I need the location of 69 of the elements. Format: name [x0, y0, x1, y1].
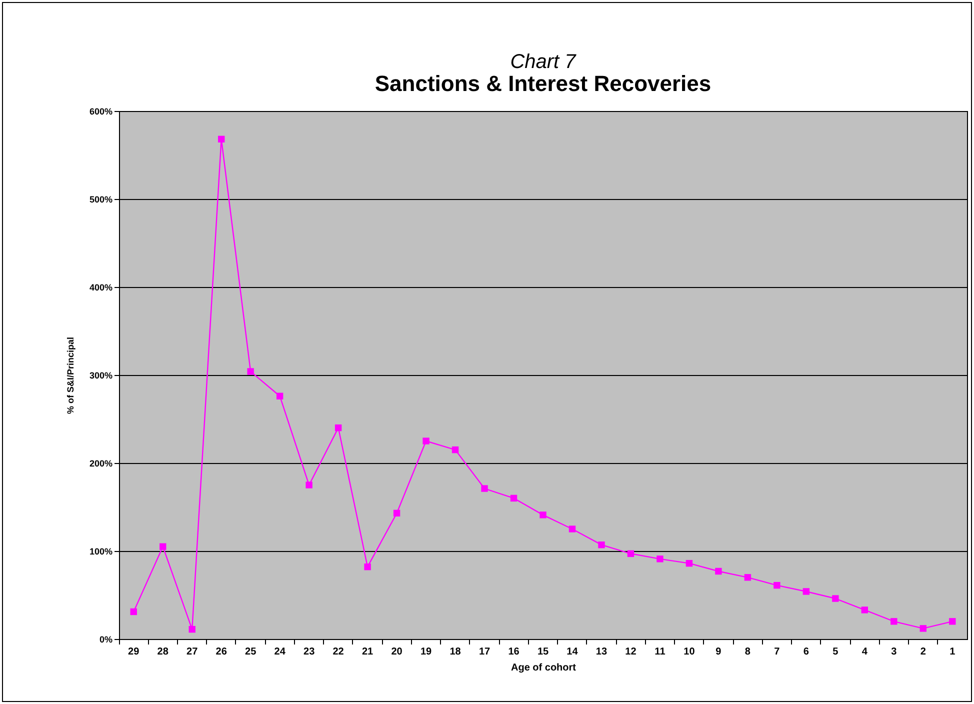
- y-tick-label: 400%: [89, 282, 112, 292]
- point: [160, 543, 166, 550]
- x-tick-label: 28: [157, 646, 169, 658]
- point: [393, 510, 400, 517]
- point: [920, 625, 926, 632]
- point: [306, 482, 312, 488]
- point: [598, 541, 605, 548]
- x-tick-label: 19: [420, 646, 432, 658]
- x-tick-label: 27: [186, 646, 198, 658]
- point: [949, 618, 956, 625]
- point: [481, 485, 488, 492]
- x-tick-label: 6: [803, 646, 810, 658]
- x-tick-label: 15: [537, 646, 549, 658]
- x-tick-label: 18: [450, 646, 462, 658]
- chart-subtitle: Sanctions & Interest Recoveries: [374, 71, 712, 96]
- x-tick-label: 11: [654, 646, 666, 658]
- y-tick-label: 600%: [89, 106, 112, 116]
- chart-title: Chart 7: [510, 51, 577, 73]
- x-tick-label: 23: [304, 646, 316, 658]
- y-tick-label: 200%: [89, 458, 112, 468]
- x-tick-label: 4: [862, 646, 868, 658]
- point: [510, 494, 518, 502]
- point: [364, 563, 371, 570]
- x-tick-label: 1: [950, 646, 956, 658]
- point: [686, 560, 693, 567]
- point: [861, 606, 868, 614]
- x-tick-label: 12: [625, 646, 637, 658]
- x-tick-label: 29: [128, 646, 140, 658]
- x-tick-label: 21: [362, 646, 374, 658]
- point: [540, 512, 546, 518]
- point: [744, 574, 752, 581]
- point: [334, 424, 342, 432]
- point: [715, 568, 722, 575]
- point: [422, 438, 430, 444]
- x-tick-label: 17: [478, 646, 491, 658]
- x-tick-label: 25: [245, 646, 257, 658]
- x-tick-label: 3: [891, 646, 898, 658]
- x-tick-label: 9: [716, 646, 722, 658]
- y-tick-label: 100%: [89, 546, 112, 556]
- y-tick-label: 500%: [89, 194, 112, 204]
- x-tick-label: 14: [566, 646, 578, 658]
- point: [568, 526, 576, 532]
- point: [276, 392, 284, 400]
- x-tick-label: 13: [596, 646, 608, 658]
- x-tick-label: 16: [508, 646, 520, 658]
- x-tick-label: 24: [274, 646, 286, 658]
- x-tick-label: 22: [332, 646, 344, 658]
- point: [802, 588, 810, 595]
- point: [832, 595, 839, 602]
- point: [130, 608, 137, 616]
- x-tick-label: 7: [774, 646, 780, 658]
- x-axis-title: Age of cohort: [511, 662, 577, 674]
- y-tick-label: 0%: [99, 634, 112, 644]
- point: [774, 582, 780, 589]
- point: [452, 446, 459, 454]
- point: [890, 618, 898, 625]
- point: [656, 556, 664, 562]
- point: [247, 368, 254, 375]
- point: [627, 550, 634, 557]
- x-tick-label: 10: [684, 646, 696, 658]
- y-axis-title: % of S&I/Principal: [65, 336, 76, 414]
- x-tick-label: 2: [920, 646, 926, 658]
- y-tick-label: 300%: [89, 370, 112, 380]
- x-tick-label: 26: [216, 646, 228, 658]
- x-tick-label: 5: [832, 646, 839, 658]
- x-tick-label: 20: [391, 646, 403, 658]
- point: [218, 136, 225, 143]
- point: [188, 626, 196, 633]
- x-tick-label: 8: [744, 646, 751, 658]
